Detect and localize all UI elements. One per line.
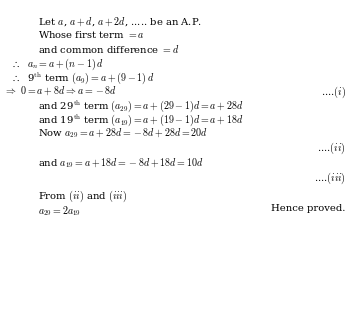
Text: and $a_{19} = a + 18d = -8d + 18d = 10d$: and $a_{19} = a + 18d = -8d + 18d = 10d$ bbox=[38, 157, 204, 170]
Text: $\Rightarrow$ $0 = a + 8d \Rightarrow a = -8d$: $\Rightarrow$ $0 = a + 8d \Rightarrow a … bbox=[4, 85, 117, 98]
Text: Let $a$, $a + d$, $a + 2d$, ..... be an A.P.: Let $a$, $a + d$, $a + 2d$, ..... be an … bbox=[38, 16, 203, 28]
Text: Hence proved.: Hence proved. bbox=[271, 205, 345, 213]
Text: $a_{29} = 2a_{19}$: $a_{29} = 2a_{19}$ bbox=[38, 205, 82, 218]
Text: and common difference $= d$: and common difference $= d$ bbox=[38, 43, 180, 55]
Text: and 29$^{\mathrm{th}}$ term $(a_{29}) = a + (29 - 1)d = a + 28d$: and 29$^{\mathrm{th}}$ term $(a_{29}) = … bbox=[38, 99, 244, 115]
Text: ....$(i)$: ....$(i)$ bbox=[320, 85, 345, 100]
Text: ....$(iii)$: ....$(iii)$ bbox=[314, 170, 345, 186]
Text: Whose first term $= a$: Whose first term $= a$ bbox=[38, 29, 145, 40]
Text: ....$(ii)$: ....$(ii)$ bbox=[317, 141, 345, 156]
Text: $\therefore$  $a_n = a + (n - 1)\,d$: $\therefore$ $a_n = a + (n - 1)\,d$ bbox=[11, 57, 103, 72]
Text: $\therefore$  9$^{\mathrm{th}}$ term $(a_9) = a + (9 - 1)\,d$: $\therefore$ 9$^{\mathrm{th}}$ term $(a_… bbox=[11, 70, 154, 86]
Text: From $(ii)$ and $(iii)$: From $(ii)$ and $(iii)$ bbox=[38, 189, 128, 204]
Text: Now $a_{29} = a + 28d = -8d + 28d = 20d$: Now $a_{29} = a + 28d = -8d + 28d = 20d$ bbox=[38, 127, 208, 140]
Text: and 19$^{\mathrm{th}}$ term $(a_{19}) = a + (19 - 1)d = a + 18d$: and 19$^{\mathrm{th}}$ term $(a_{19}) = … bbox=[38, 112, 244, 128]
